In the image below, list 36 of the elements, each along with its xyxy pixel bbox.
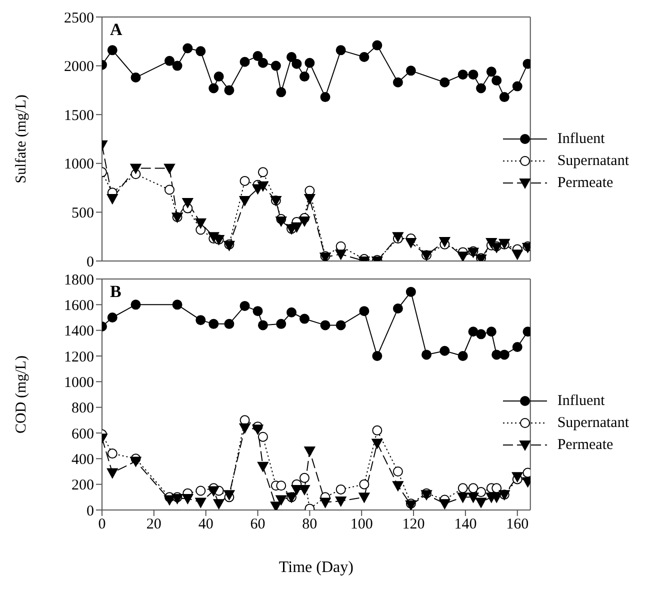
y-tick-label: 1000 — [64, 156, 94, 173]
y-tick-label: 1400 — [64, 324, 94, 340]
legend-label: Supernatant — [557, 414, 629, 433]
y-tick-label: 500 — [72, 206, 94, 222]
y-tick-label: 200 — [72, 478, 94, 494]
y-tick-label: 1500 — [64, 108, 94, 124]
x-tick-label: 60 — [250, 516, 266, 533]
x-tick-label: 120 — [402, 516, 425, 533]
legend-label: Permeate — [557, 174, 614, 193]
x-tick-label: 80 — [302, 516, 318, 533]
y-axis-title: Sulfate (mg/L) — [13, 94, 30, 184]
x-tick-label: 160 — [506, 516, 529, 533]
x-tick-label: 0 — [98, 516, 106, 533]
x-tick-label: 100 — [350, 516, 373, 533]
y-axis-title: COD (mg/L) — [13, 356, 30, 434]
y-tick-label: 1600 — [64, 298, 94, 314]
annotation: B — [110, 282, 122, 302]
y-tick-label: 2500 — [64, 10, 94, 26]
y-tick-label: 1000 — [64, 374, 94, 391]
y-tick-label: 0 — [86, 254, 94, 270]
y-tick-label: 600 — [72, 426, 94, 442]
legend-label: Influent — [557, 392, 605, 411]
legend-label: Supernatant — [557, 152, 629, 171]
legend-label: Influent — [557, 130, 605, 149]
y-tick-label: 2000 — [64, 59, 94, 76]
y-tick-label: 1200 — [64, 349, 94, 366]
y-tick-label: 1800 — [64, 272, 94, 288]
y-tick-label: 800 — [72, 400, 94, 417]
y-tick-label: 400 — [72, 452, 94, 468]
x-tick-label: 40 — [198, 516, 214, 533]
x-tick-label: 140 — [454, 516, 477, 533]
x-axis-title: Time (Day) — [278, 559, 354, 576]
legend-label: Permeate — [557, 436, 614, 455]
x-tick-label: 20 — [146, 516, 162, 533]
y-tick-label: 0 — [86, 503, 94, 520]
annotation: A — [110, 20, 122, 40]
